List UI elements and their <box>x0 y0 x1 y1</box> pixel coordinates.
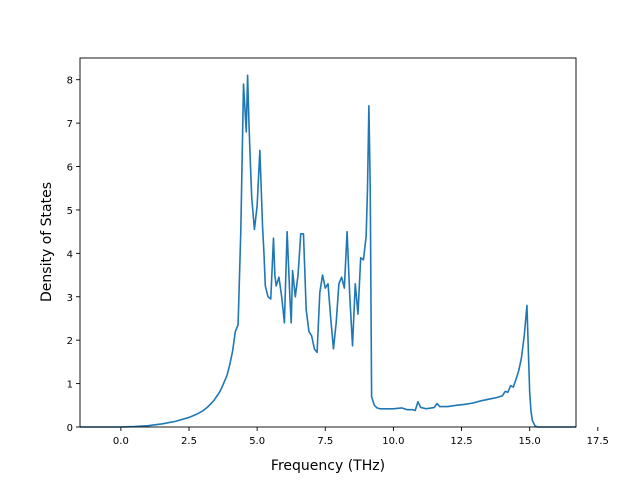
x-tick-label: 15.0 <box>519 436 541 447</box>
dos-series-line <box>80 74 576 428</box>
x-axis-label: Frequency (THz) <box>271 458 385 474</box>
y-tick-label: 3 <box>67 293 73 304</box>
plot-frame <box>79 57 577 428</box>
y-tick-label: 7 <box>67 119 73 130</box>
plot-background <box>80 58 576 427</box>
y-tick-label: 5 <box>67 206 73 217</box>
x-tick-label: 0.0 <box>113 436 129 447</box>
axis-ticks: 0.0 2.5 5.0 7.5 10.0 12.5 15.0 17.5 0 1 2 3 4 5 6 7 8 <box>67 76 609 447</box>
y-tick-label: 4 <box>67 249 73 260</box>
x-tick-label: 2.5 <box>181 436 197 447</box>
y-tick-label: 8 <box>67 76 73 87</box>
y-axis-label: Density of States <box>39 182 55 302</box>
x-tick-label: 7.5 <box>317 436 333 447</box>
y-tick-label: 1 <box>67 380 73 391</box>
y-tick-label: 0 <box>67 423 73 434</box>
x-tick-label: 5.0 <box>249 436 265 447</box>
y-tick-label: 2 <box>67 336 73 347</box>
y-tick-label: 6 <box>67 163 73 174</box>
x-tick-label: 12.5 <box>450 436 472 447</box>
x-tick-label: 17.5 <box>587 436 609 447</box>
x-tick-label: 10.0 <box>382 436 404 447</box>
